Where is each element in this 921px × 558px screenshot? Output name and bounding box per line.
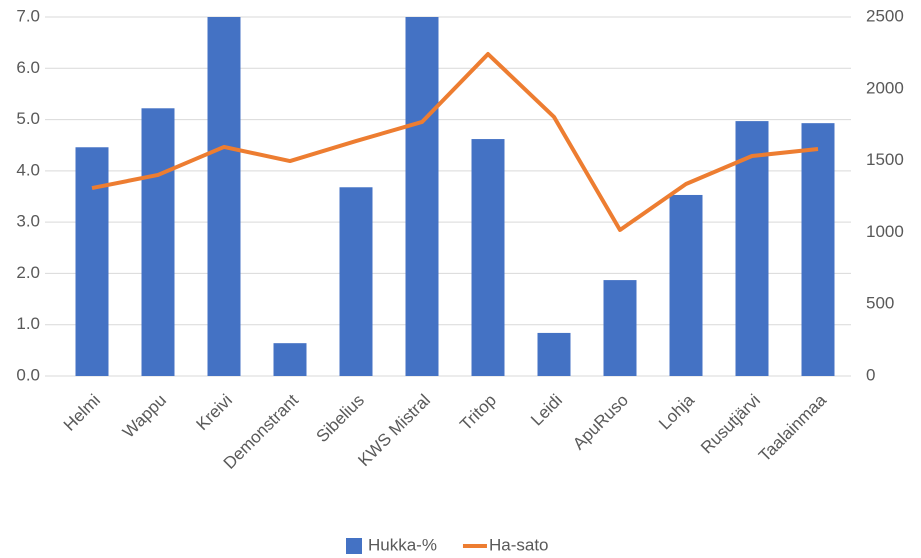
y2-tick-label: 1000: [866, 222, 904, 241]
y2-tick-label: 2000: [866, 78, 904, 97]
y-tick-label: 6.0: [16, 58, 40, 77]
bar: [471, 139, 505, 376]
bar: [603, 280, 637, 376]
x-tick-label: Rusutjärvi: [697, 391, 764, 458]
y-tick-label: 3.0: [16, 212, 40, 231]
y-tick-label: 1.0: [16, 314, 40, 333]
bar: [537, 332, 571, 376]
y2-tick-label: 2500: [866, 6, 904, 25]
y-tick-label: 4.0: [16, 160, 40, 179]
bar: [669, 194, 703, 376]
bar: [735, 121, 769, 376]
legend-swatch: [346, 538, 362, 554]
y-tick-label: 0.0: [16, 365, 40, 384]
y-tick-label: 5.0: [16, 109, 40, 128]
x-tick-label: Leidi: [527, 391, 566, 430]
legend-label: Hukka-%: [368, 535, 437, 554]
bar: [273, 343, 307, 376]
x-tick-label: Sibelius: [312, 391, 368, 447]
legend-label: Ha-sato: [489, 535, 549, 554]
bar: [801, 123, 835, 376]
y-tick-label: 7.0: [16, 6, 40, 25]
x-tick-label: Tritop: [456, 391, 500, 435]
x-tick-label: Taalainmaa: [755, 390, 830, 465]
bar: [207, 17, 241, 376]
bar: [141, 108, 175, 376]
x-tick-label: Lohja: [655, 390, 698, 433]
y-tick-label: 2.0: [16, 263, 40, 282]
x-tick-label: Helmi: [60, 391, 104, 435]
bar: [339, 187, 373, 376]
y2-tick-label: 500: [866, 294, 894, 313]
y2-tick-label: 1500: [866, 150, 904, 169]
x-tick-label: ApuRuso: [569, 391, 632, 454]
line: [91, 52, 819, 232]
bar: [75, 147, 109, 376]
x-tick-label: Kreivi: [193, 391, 236, 434]
x-tick-label: Wappu: [119, 391, 170, 442]
bar: [405, 17, 439, 376]
y2-tick-label: 0: [866, 365, 875, 384]
